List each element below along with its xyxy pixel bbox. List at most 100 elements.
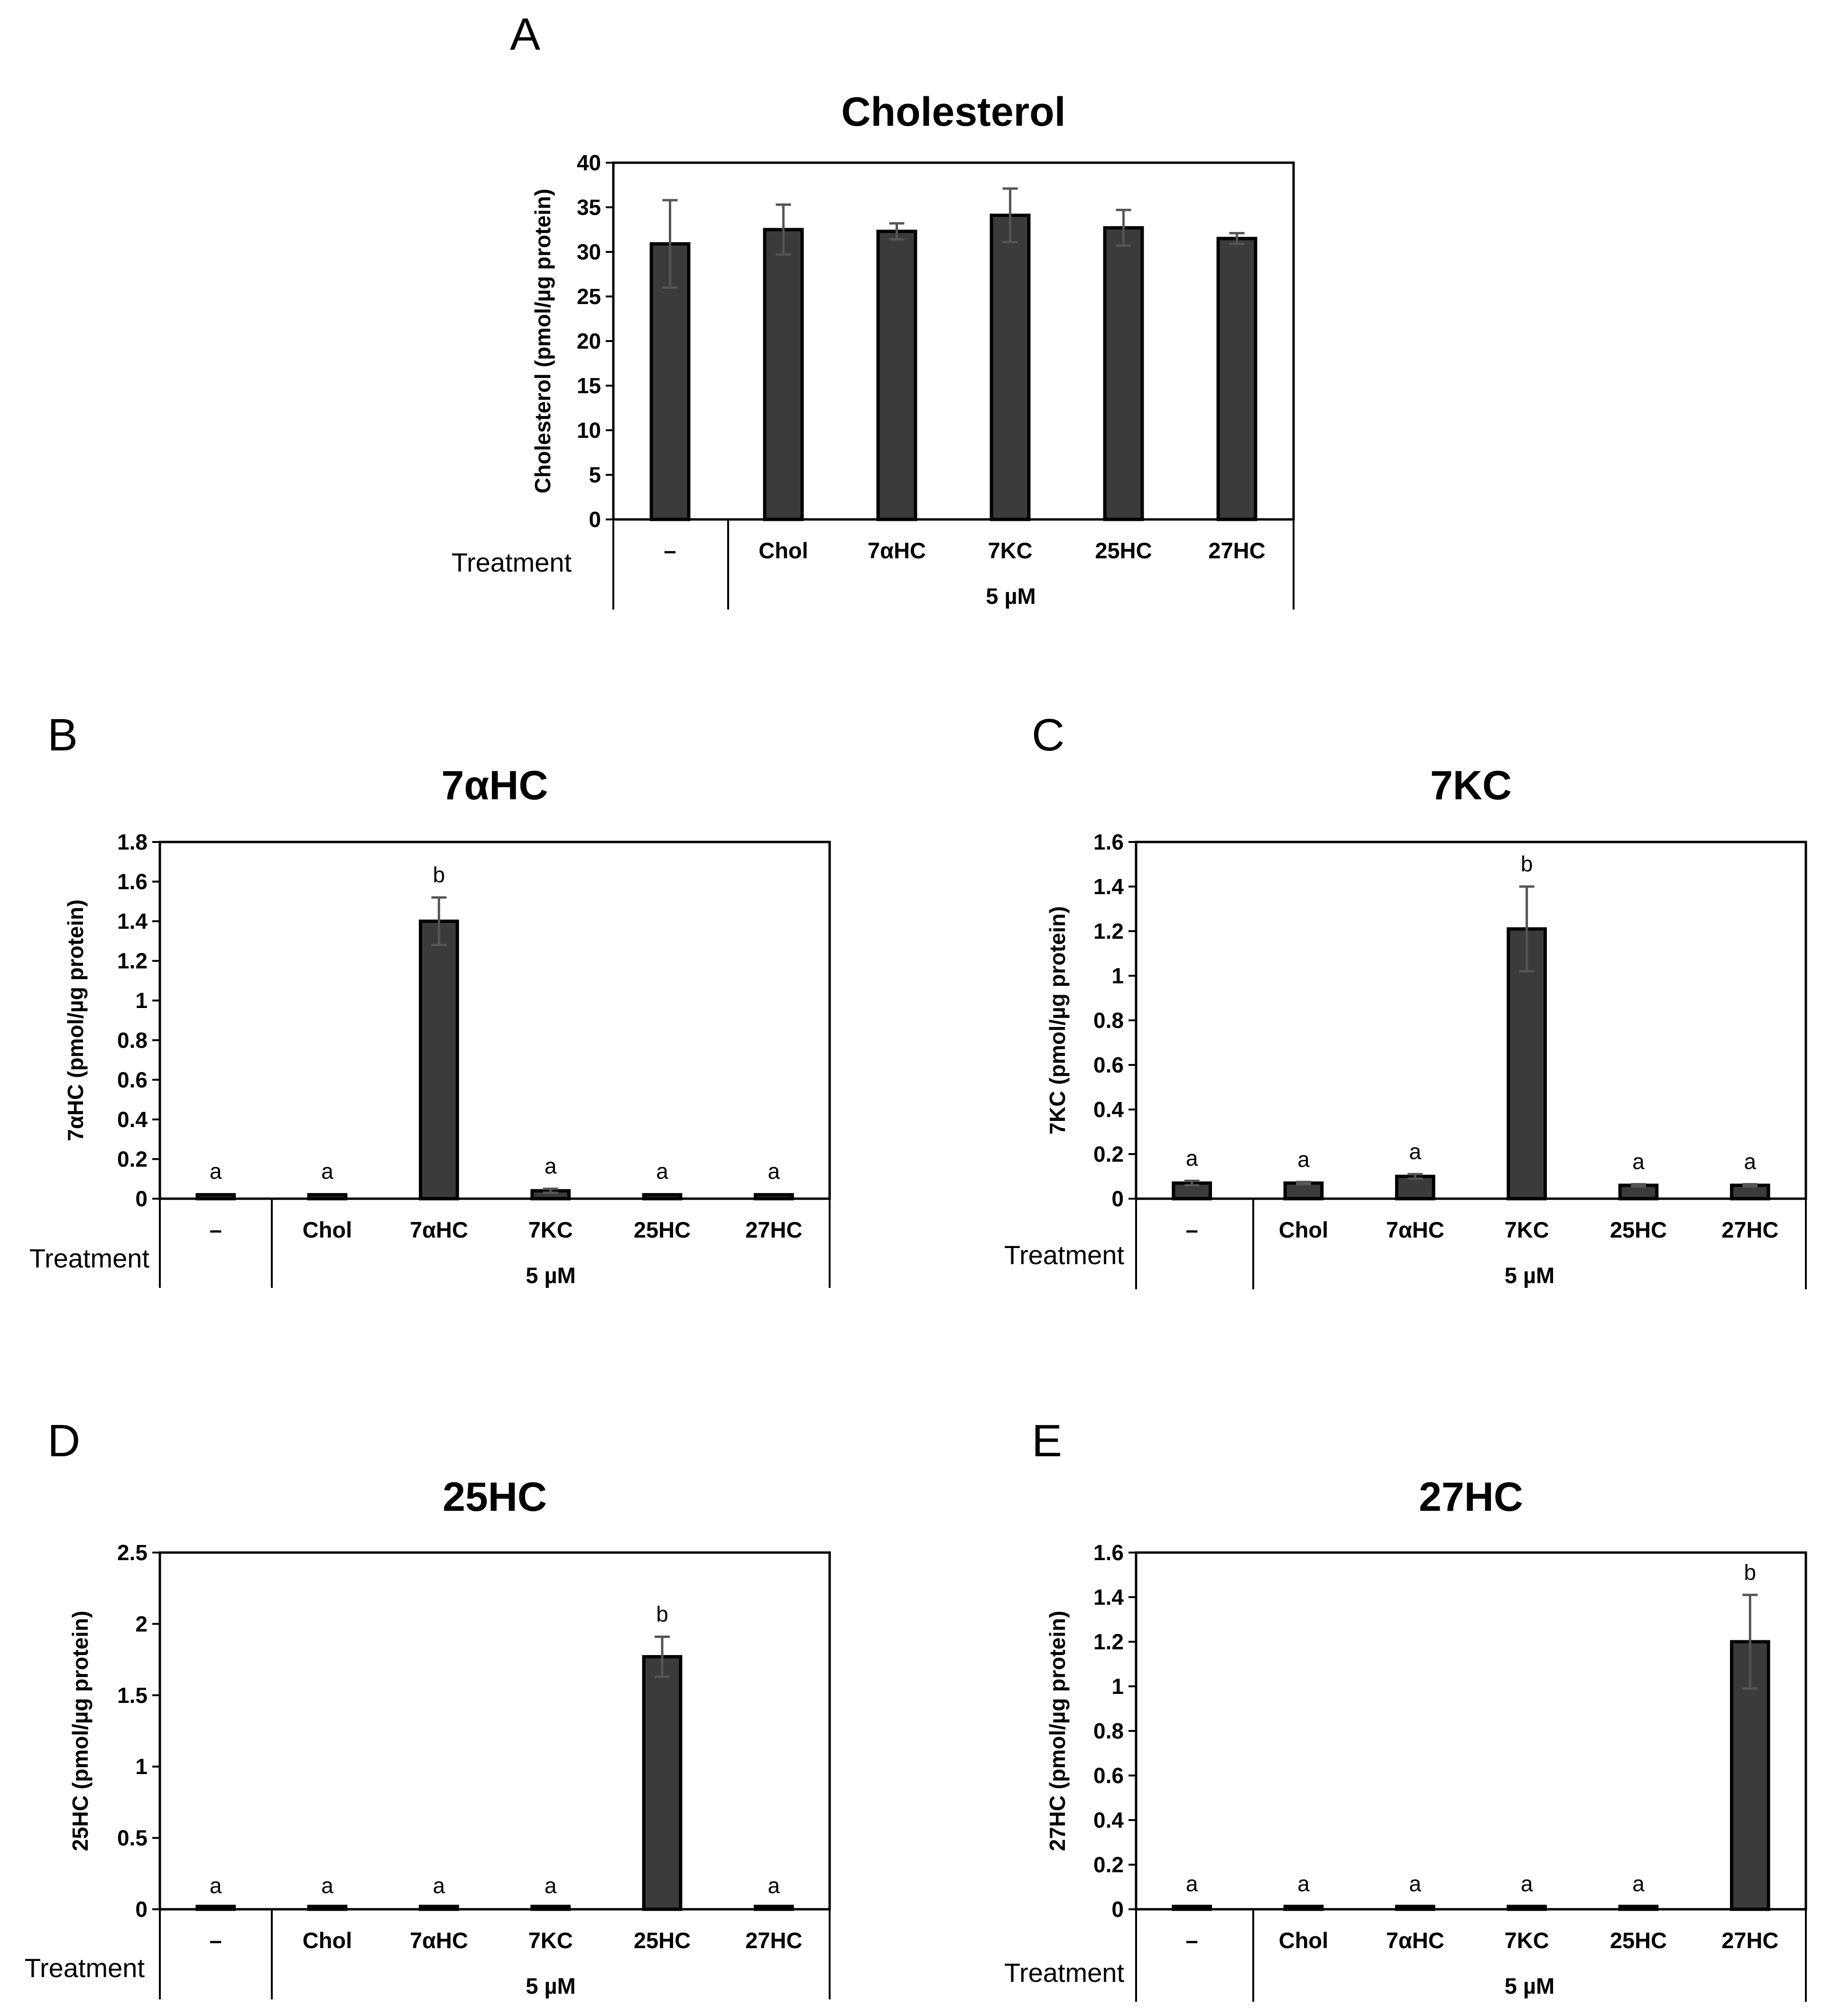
chart-title: Cholesterol xyxy=(841,89,1065,135)
significance-label: a xyxy=(321,1873,333,1898)
bar xyxy=(419,919,459,1201)
y-tick-label: 1.2 xyxy=(117,949,148,973)
category-label: 27HC xyxy=(1721,1217,1778,1242)
bar xyxy=(642,1655,683,1911)
category-label: 25HC xyxy=(1095,538,1152,563)
category-label: – xyxy=(1186,1217,1198,1242)
significance-label: a xyxy=(1632,1149,1645,1174)
category-label: – xyxy=(1186,1928,1198,1953)
category-label: 27HC xyxy=(745,1217,802,1242)
category-label: 7αHC xyxy=(868,538,926,563)
category-label: 7KC xyxy=(1505,1217,1549,1242)
category-label: 7αHC xyxy=(1386,1217,1444,1242)
category-label: 7αHC xyxy=(1386,1928,1444,1953)
y-tick-label: 1.4 xyxy=(1093,874,1124,899)
significance-label: a xyxy=(768,1159,780,1184)
category-label: – xyxy=(210,1928,222,1953)
y-tick-label: 1.2 xyxy=(1093,919,1124,943)
y-tick-label: 1 xyxy=(135,1754,148,1779)
bar xyxy=(1395,1905,1435,1911)
y-tick-label: 0.4 xyxy=(1093,1097,1124,1122)
bar xyxy=(1618,1905,1659,1911)
bar xyxy=(307,1905,348,1911)
y-axis-label: 7αHC (pmol/µg protein) xyxy=(63,899,88,1141)
panel-letter: D xyxy=(47,1415,80,1466)
significance-label: b xyxy=(656,1601,668,1626)
y-axis-label: 25HC (pmol/µg protein) xyxy=(68,1611,92,1851)
chart-title: 7KC xyxy=(1430,763,1512,808)
category-label: 27HC xyxy=(1721,1928,1778,1953)
bar xyxy=(1395,1174,1435,1201)
significance-label: a xyxy=(1409,1871,1422,1896)
y-tick-label: 15 xyxy=(577,373,601,398)
y-tick-label: 0.6 xyxy=(117,1067,148,1092)
significance-label: b xyxy=(1744,1560,1757,1584)
category-label: Chol xyxy=(303,1217,352,1242)
significance-label: b xyxy=(1521,851,1533,876)
y-tick-label: 0.4 xyxy=(1093,1808,1124,1832)
panel-d: D 25HC 0 0.5 1 1.5 2 2.5 25HC (pmol/µg protein) a… xyxy=(25,1415,831,1999)
panel-letter: A xyxy=(510,9,540,60)
bar xyxy=(1172,1905,1212,1911)
treatment-label: Treatment xyxy=(1004,1240,1125,1270)
category-label: – xyxy=(210,1217,222,1242)
y-tick-label: 0.5 xyxy=(117,1826,148,1850)
significance-label: a xyxy=(1186,1146,1198,1170)
bar xyxy=(642,1193,683,1201)
panel-a: A Cholesterol 0 5 10 15 20 25 30 35 40 Cholesterol … xyxy=(452,9,1295,610)
category-label: 27HC xyxy=(1208,538,1265,563)
dose-group-label: 5 µM xyxy=(986,583,1036,609)
chart-title: 25HC xyxy=(443,1474,547,1520)
bar xyxy=(195,1193,236,1201)
dose-group-label: 5 µM xyxy=(526,1263,575,1288)
y-tick-label: 2.5 xyxy=(117,1540,148,1565)
category-label: Chol xyxy=(303,1928,352,1953)
category-label: Chol xyxy=(1279,1928,1328,1953)
category-label: 25HC xyxy=(634,1928,691,1953)
y-tick-label: 1.6 xyxy=(117,869,148,894)
significance-label: a xyxy=(210,1873,222,1898)
treatment-label: Treatment xyxy=(452,547,572,577)
plot-frame xyxy=(158,1551,831,1911)
y-tick-label: 0.8 xyxy=(1093,1719,1124,1743)
bar xyxy=(649,242,691,521)
bar xyxy=(876,230,917,521)
significance-label: a xyxy=(1297,1147,1310,1172)
category-label: Chol xyxy=(758,538,808,563)
bar xyxy=(195,1905,236,1911)
plot-frame xyxy=(158,841,831,1200)
treatment-label: Treatment xyxy=(25,1953,145,1983)
y-tick-label: 1.2 xyxy=(1093,1629,1124,1654)
y-tick-label: 0 xyxy=(135,1897,148,1922)
y-tick-label: 35 xyxy=(577,195,601,220)
y-tick-label: 0.2 xyxy=(1093,1852,1124,1877)
category-label: 7αHC xyxy=(410,1217,468,1242)
category-label: 7KC xyxy=(528,1217,573,1242)
significance-label: a xyxy=(1409,1139,1422,1164)
panel-letter: C xyxy=(1032,710,1064,760)
significance-label: b xyxy=(433,862,445,887)
significance-label: a xyxy=(210,1159,222,1184)
category-label: 7KC xyxy=(528,1928,573,1953)
y-tick-label: 0.2 xyxy=(117,1147,148,1171)
panel-letter: E xyxy=(1032,1415,1062,1466)
category-label: 27HC xyxy=(745,1928,802,1953)
y-tick-label: 0 xyxy=(1111,1897,1124,1922)
y-tick-label: 25 xyxy=(577,284,601,309)
dose-group-label: 5 µM xyxy=(1505,1263,1554,1288)
y-tick-label: 0.8 xyxy=(117,1028,148,1053)
bar xyxy=(419,1905,459,1911)
y-tick-label: 0 xyxy=(135,1186,148,1211)
significance-label: a xyxy=(1186,1871,1198,1896)
significance-label: a xyxy=(768,1873,780,1898)
bar xyxy=(1216,237,1258,521)
y-tick-label: 20 xyxy=(577,329,601,353)
significance-label: a xyxy=(433,1873,445,1898)
y-tick-label: 1.5 xyxy=(117,1683,148,1708)
bar xyxy=(307,1193,348,1201)
y-tick-label: 0.6 xyxy=(1093,1763,1124,1788)
y-tick-label: 30 xyxy=(577,240,601,264)
category-label: 7KC xyxy=(1505,1928,1549,1953)
bar xyxy=(1283,1905,1324,1911)
